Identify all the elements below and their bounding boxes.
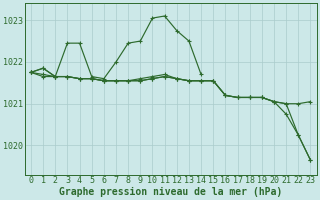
X-axis label: Graphe pression niveau de la mer (hPa): Graphe pression niveau de la mer (hPa) bbox=[59, 186, 282, 197]
